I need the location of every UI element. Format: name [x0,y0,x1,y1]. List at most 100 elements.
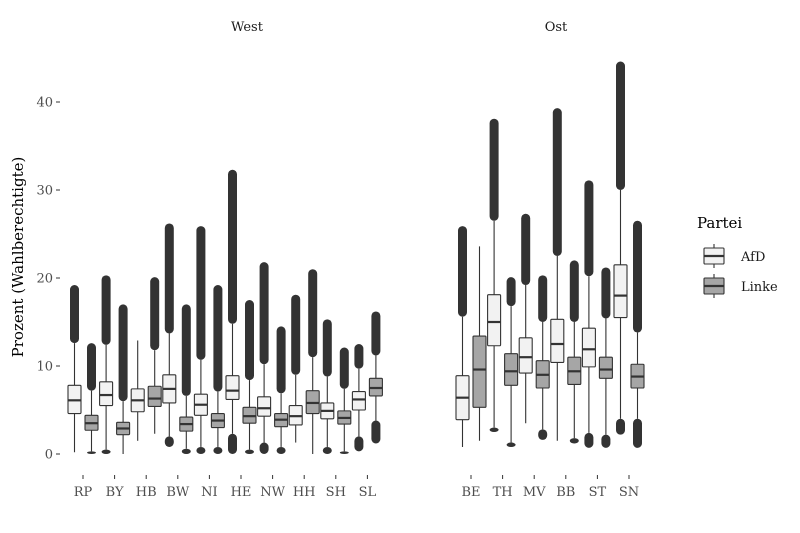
box-sh-afd-outliers-top [322,319,332,377]
box-hh-afd-outliers-top [291,294,301,375]
box-nw-afd-outliers-bottom [259,442,269,454]
x-axis: RP BY HB BW NI HE NW HH SH SL BE TH MV BB ST SN [74,475,639,500]
box-sl-afd-box [351,390,366,411]
box-sl-linke-outliers-bottom [371,420,381,444]
box-hb-linke-box [147,385,162,408]
box-ni-afd-outliers-top [196,226,206,360]
box-by-linke-outliers-top [118,304,128,402]
box-bb-linke [567,260,582,444]
box-rp-afd-outliers-top [70,285,79,344]
box-th-afd-outliers-top [489,118,499,221]
box-sh-afd-outliers-bottom [322,446,332,454]
box-sh-linke-outliers-top [339,347,349,389]
box-he-afd-outliers-bottom [228,433,237,454]
x-tick-label-mv: MV [523,485,546,500]
box-bb-afd [550,108,565,441]
x-tick-label-st: ST [589,485,607,500]
box-mv-linke [535,275,550,440]
box-sl-afd-outliers-top [354,344,364,369]
box-bw-linke-outliers-top [181,304,191,396]
box-sn-afd-outliers-top [616,61,625,190]
box-st-linke-outliers-top [601,267,611,319]
x-tick-label-bb: BB [556,485,575,500]
box-be-afd [455,226,470,447]
box-sn-linke-outliers-top [633,220,642,333]
box-groups [67,61,645,454]
box-st-linke-box [598,356,613,379]
box-by-afd-box [99,381,114,407]
x-tick-label-sn: SN [619,485,639,500]
box-bw-linke [179,304,194,454]
box-be-linke-box [472,335,487,408]
x-tick-label-hb: HB [136,485,157,500]
box-nw-linke-outliers-top [276,326,286,394]
box-mv-afd-box [518,337,533,374]
box-sn-linke [630,220,645,448]
box-sn-linke-outliers-bottom [633,418,642,448]
x-tick-label-he: HE [231,485,252,500]
x-tick-label-by: BY [106,485,124,500]
box-hh-linke [305,269,320,454]
box-bw-linke-outliers-bottom [181,448,191,454]
box-st-afd-outliers-bottom [584,432,594,448]
box-th-afd-box [487,294,502,347]
box-hb-afd [130,340,145,441]
legend-entries: AfD Linke [703,244,778,298]
y-tick-label: 10 [36,360,53,375]
box-th-linke [504,277,519,447]
box-by-afd-outliers-bottom [101,449,111,454]
y-tick-label: 20 [36,272,53,287]
box-th-linke-box [504,353,519,386]
box-mv-afd [518,213,533,424]
box-nw-linke-outliers-bottom [276,446,286,454]
box-hb-linke-outliers-top [150,277,160,351]
box-bw-afd [162,223,177,447]
box-he-linke [242,300,257,454]
box-bb-linke-outliers-bottom [569,438,579,444]
box-rp-linke-outliers-bottom [87,451,96,454]
x-tick-label-nw: NW [260,485,285,500]
box-nw-afd [257,262,272,454]
box-hh-linke-outliers-top [308,269,318,358]
box-bw-afd-outliers-bottom [164,436,174,447]
y-axis: 0 10 20 30 40 [36,96,60,463]
box-mv-linke-outliers-bottom [538,429,548,440]
box-th-linke-outliers-top [506,277,516,307]
box-sh-linke-outliers-bottom [339,451,349,454]
box-nw-afd-box [257,396,272,417]
facet-title-west: West [231,20,264,35]
y-tick-label: 30 [36,184,53,199]
facet-title-ost: Ost [545,20,568,35]
box-ni-linke-outliers-top [213,285,223,392]
box-rp-afd [67,285,82,453]
x-tick-label-ni: NI [201,485,218,500]
box-bb-linke-outliers-top [569,260,579,322]
x-tick-label-be: BE [461,485,480,500]
legend-entry-afd: AfD [703,244,765,268]
box-sn-afd [613,61,628,435]
box-be-afd-outliers-top [458,226,467,317]
box-sh-linke [337,347,352,454]
box-rp-linke-outliers-top [87,343,96,391]
box-nw-linke [274,326,289,454]
y-tick-label: 40 [36,96,53,111]
box-by-afd [99,275,114,454]
box-st-linke [598,267,613,448]
x-tick-label-bw: BW [166,485,190,500]
box-mv-linke-outliers-top [538,275,548,322]
box-bw-afd-outliers-top [164,223,174,334]
box-by-linke [116,304,131,454]
box-rp-linke [84,343,99,454]
box-nw-afd-outliers-top [259,262,269,365]
box-ni-linke [210,285,225,454]
legend-title: Partei [697,214,742,232]
box-he-afd-box [225,375,240,400]
box-sh-afd [320,319,335,454]
box-ni-linke-outliers-bottom [213,446,223,454]
box-th-afd [487,118,502,432]
box-he-afd [225,169,240,454]
y-axis-label: Prozent (Wahlberechtigte) [9,157,27,358]
box-ni-afd [193,226,208,454]
box-sn-afd-outliers-bottom [616,418,625,435]
x-tick-label-sh: SH [326,485,346,500]
